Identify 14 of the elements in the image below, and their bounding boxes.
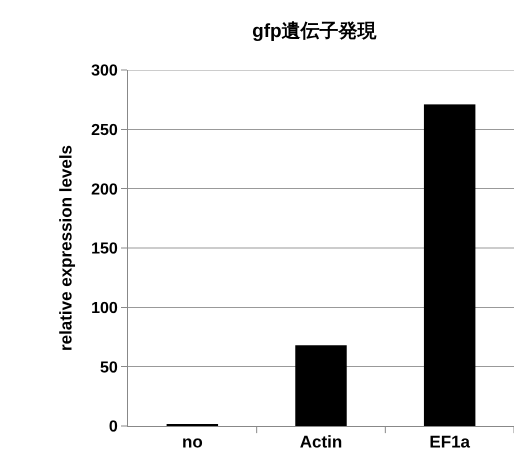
y-tick-label: 150 (91, 240, 118, 258)
bar (295, 345, 347, 426)
bar (424, 104, 476, 426)
y-tick-label: 0 (108, 418, 118, 436)
chart-title: gfp遺伝子発現 (252, 21, 378, 42)
y-tick-label: 100 (91, 300, 118, 317)
y-tick-label: 250 (91, 122, 118, 139)
y-tick-label: 200 (91, 181, 118, 198)
x-tick-label: Actin (300, 432, 342, 452)
y-axis-title: relative expression levels (56, 144, 76, 352)
x-tick-label: no (182, 432, 203, 452)
y-tick-label: 300 (91, 62, 118, 80)
y-tick-label: 50 (100, 359, 118, 376)
x-tick-label: EF1a (429, 432, 471, 452)
